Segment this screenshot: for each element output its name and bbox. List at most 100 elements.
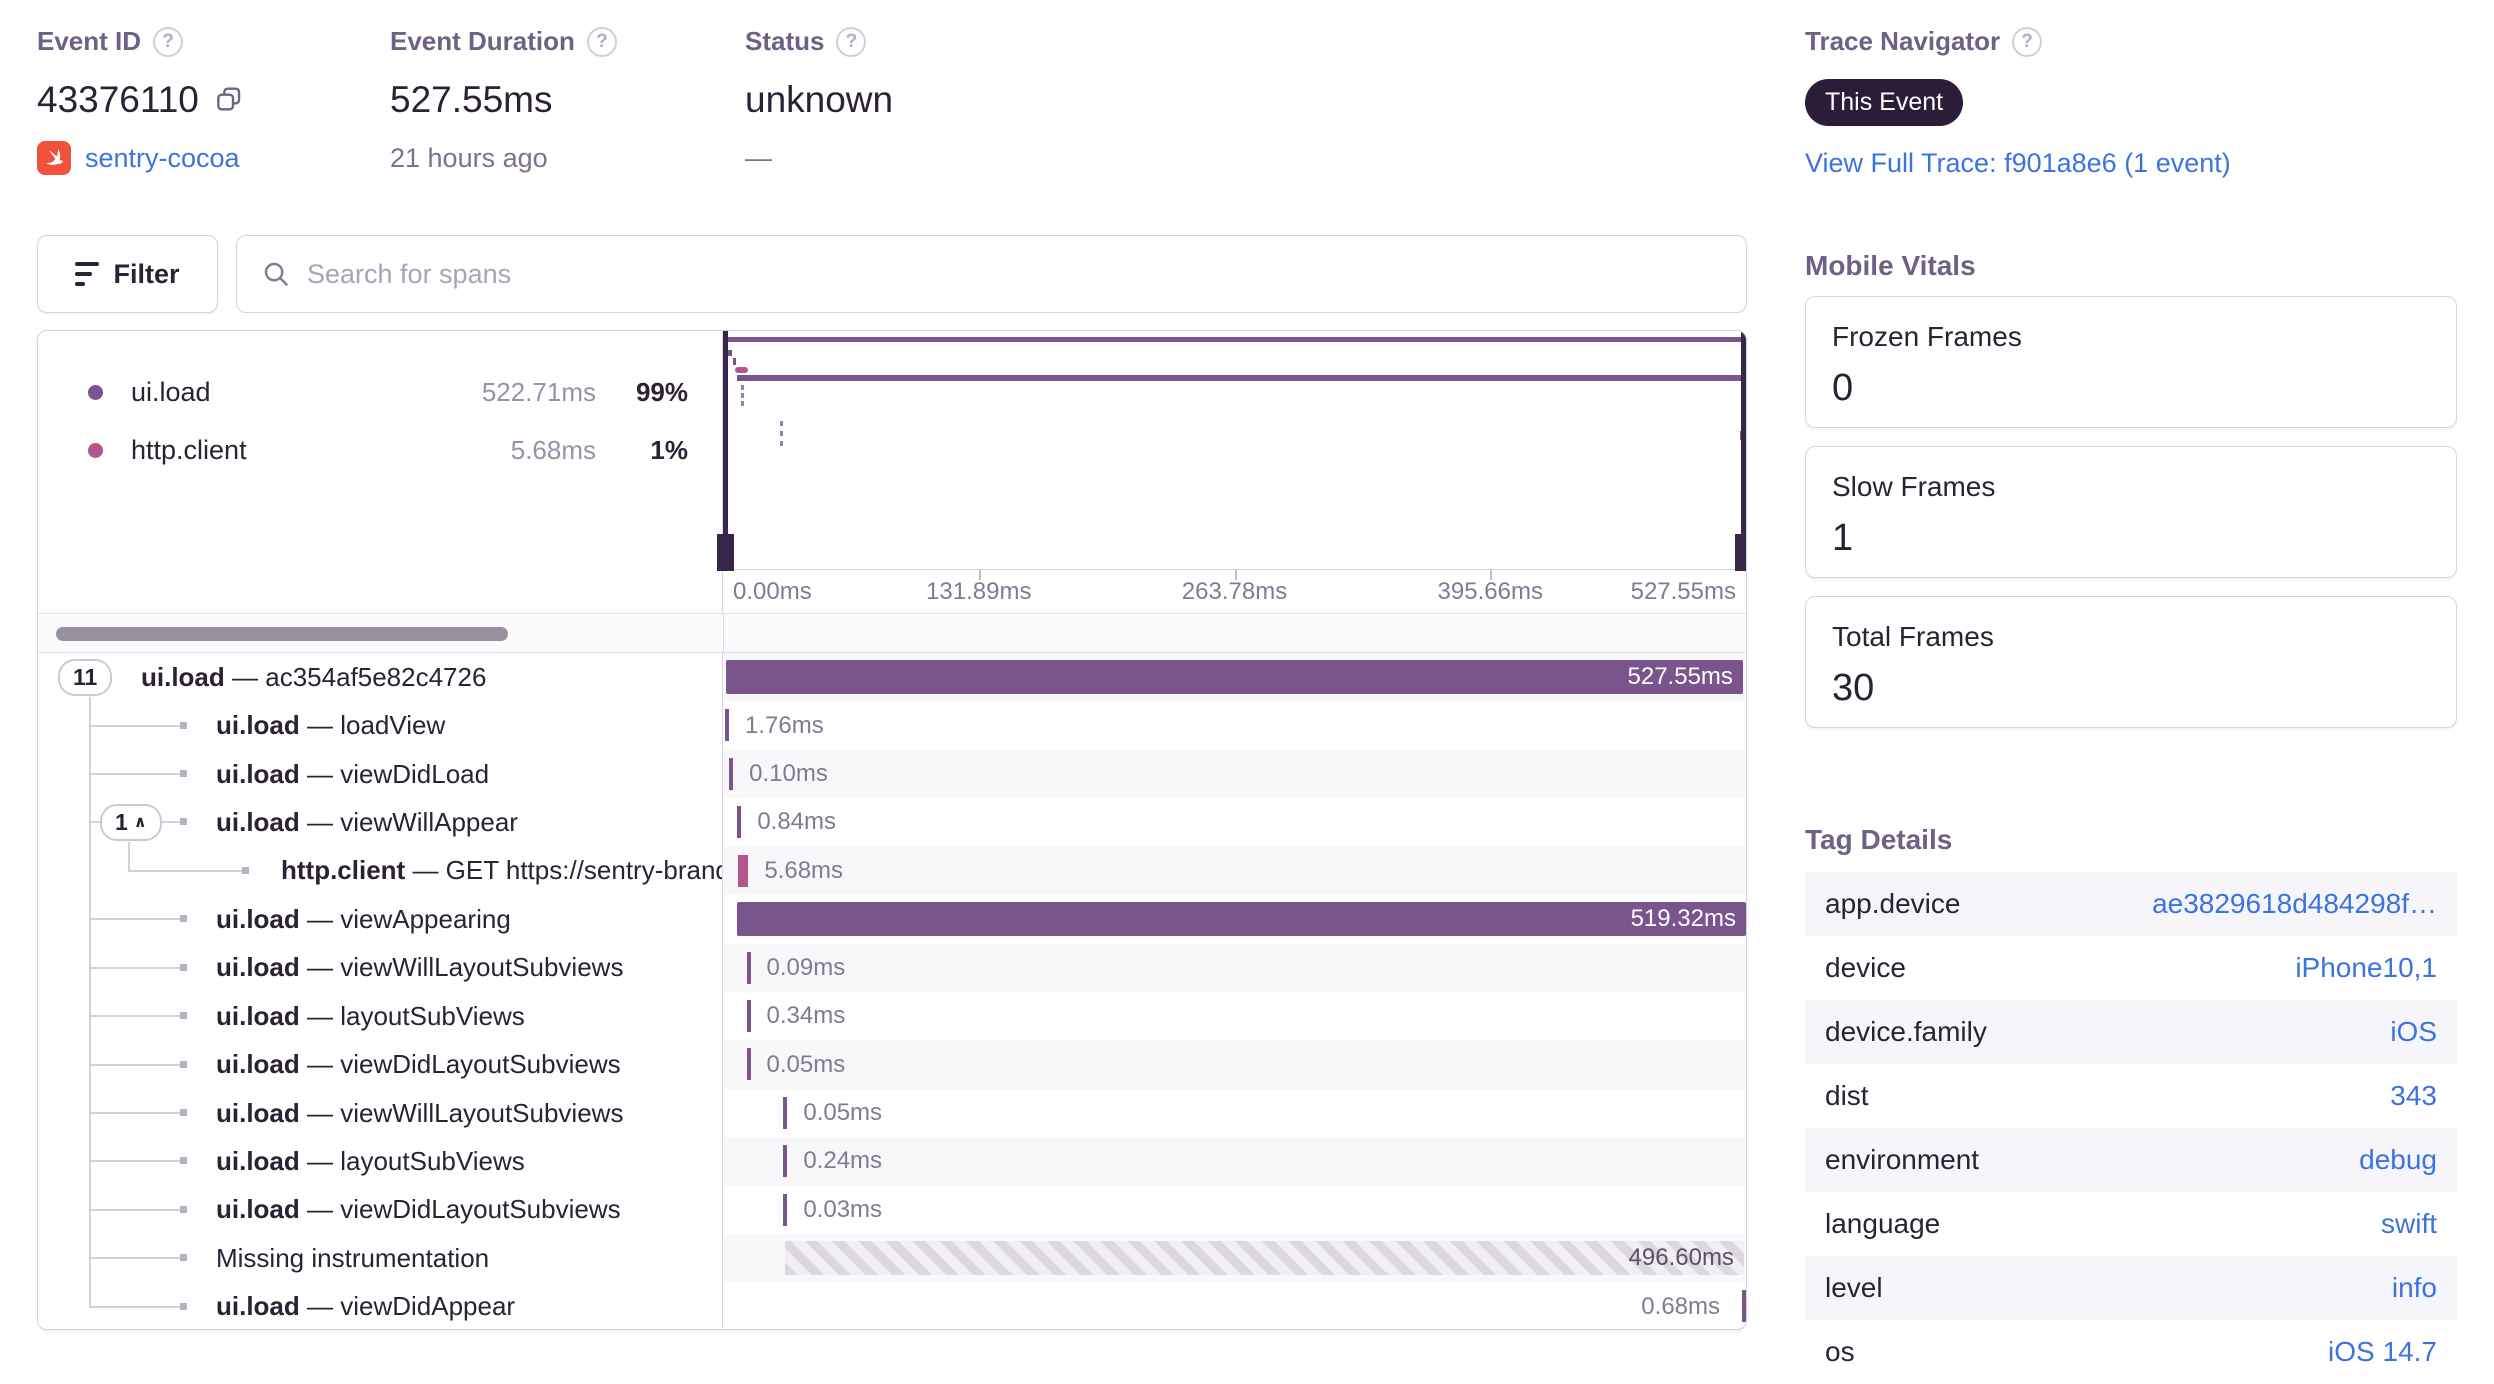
span-tree-row[interactable]: ui.load — viewAppearing <box>38 895 722 943</box>
span-title: http.client — GET https://sentry-brand.s… <box>281 855 722 886</box>
span-duration-label: 0.34ms <box>766 1002 846 1030</box>
span-tree-row[interactable]: ui.load — viewDidAppear <box>38 1282 722 1329</box>
span-bar-row[interactable]: 0.24ms <box>723 1137 1746 1186</box>
span-duration-bar[interactable]: 519.32ms <box>737 902 1746 937</box>
tree-branch-line <box>89 1205 187 1213</box>
axis-tick-label: 395.66ms <box>1437 578 1543 605</box>
tree-branch-line <box>89 1109 187 1116</box>
trace-navigator-section: Trace Navigator ? This Event View Full T… <box>1805 26 2231 179</box>
span-bar-row[interactable]: 1.76ms <box>723 701 1746 749</box>
span-title: ui.load — viewWillLayoutSubviews <box>216 1097 624 1128</box>
tag-row: language swift <box>1805 1192 2457 1256</box>
span-bar-row[interactable]: 0.09ms <box>723 943 1746 992</box>
tag-value-link[interactable]: debug <box>2359 1144 2437 1175</box>
span-bar-row[interactable]: 0.10ms <box>723 749 1746 799</box>
help-icon[interactable]: ? <box>836 26 867 57</box>
event-id-label: Event ID <box>37 26 142 56</box>
span-duration-label: 496.60ms <box>1628 1244 1734 1272</box>
span-duration-label: 519.32ms <box>1630 905 1736 933</box>
span-bar-row[interactable]: 0.34ms <box>723 992 1746 1040</box>
span-bar-row[interactable]: 0.05ms <box>723 1089 1746 1137</box>
minimap-span-dash <box>780 421 783 426</box>
filter-icon <box>75 262 100 286</box>
span-tree-row[interactable]: ui.load — layoutSubViews <box>38 992 722 1040</box>
span-duration-tick <box>725 709 730 742</box>
span-bar-row[interactable]: 0.68ms <box>723 1282 1746 1329</box>
span-title: ui.load — viewWillLayoutSubviews <box>216 952 624 983</box>
tree-branch-line <box>128 866 249 874</box>
minimap-right-handle[interactable] <box>1741 331 1746 569</box>
span-tree-row[interactable]: ui.load — viewWillLayoutSubviews <box>38 944 722 992</box>
tag-key: level <box>1825 1272 1883 1303</box>
span-bar-row[interactable]: 527.55ms <box>723 653 1746 702</box>
status-label: Status <box>745 26 825 56</box>
span-tree-row[interactable]: ui.load — viewDidLayoutSubviews <box>38 1186 722 1234</box>
span-tree-row[interactable]: 11 ui.load — ac354af5e82c4726 <box>38 653 722 701</box>
op-duration: 5.68ms <box>510 434 596 465</box>
tag-value-link[interactable]: iOS <box>2390 1016 2437 1047</box>
filter-button[interactable]: Filter <box>37 235 218 313</box>
minimap-left-handle[interactable] <box>723 331 728 569</box>
span-title: ui.load — viewDidLayoutSubviews <box>216 1194 621 1225</box>
span-tree-row[interactable]: Missing instrumentation <box>38 1234 722 1282</box>
tree-branch-line <box>89 1254 187 1262</box>
span-children-count-badge[interactable]: 11 <box>58 658 113 696</box>
span-duration-bar[interactable]: 527.55ms <box>726 660 1743 694</box>
span-duration-tick <box>783 1145 788 1178</box>
minimap-right-handle-grip[interactable] <box>1735 534 1746 571</box>
missing-instrumentation-bar[interactable]: 496.60ms <box>785 1241 1744 1276</box>
this-event-badge: This Event <box>1805 79 1964 126</box>
tag-row: os iOS 14.7 <box>1805 1320 2457 1384</box>
tree-branch-line <box>89 1157 187 1165</box>
tag-value-link[interactable]: ae3829618d484298f… <box>2152 888 2437 919</box>
help-icon[interactable]: ? <box>2012 26 2043 57</box>
copy-icon[interactable] <box>213 84 245 116</box>
help-icon[interactable]: ? <box>586 26 617 57</box>
horizontal-scrollbar <box>38 613 1746 653</box>
chevron-up-icon: ∧ <box>133 811 147 831</box>
help-icon[interactable]: ? <box>153 26 184 57</box>
span-bar-row[interactable]: 496.60ms <box>723 1234 1746 1283</box>
trace-minimap[interactable] <box>717 331 1746 571</box>
span-tree-row[interactable]: http.client — GET https://sentry-brand.s… <box>38 847 722 895</box>
tree-branch-line <box>89 1302 187 1310</box>
op-color-dot <box>88 442 103 458</box>
event-time-ago: 21 hours ago <box>390 143 548 173</box>
view-full-trace-link[interactable]: View Full Trace: f901a8e6 (1 event) <box>1805 148 2231 178</box>
span-tree-row[interactable]: ui.load — viewDidLoad <box>38 750 722 798</box>
span-bar-row[interactable]: 0.84ms <box>723 798 1746 846</box>
minimap-left-handle-grip[interactable] <box>717 534 734 571</box>
span-tree-row[interactable]: ui.load — viewWillLayoutSubviews <box>38 1089 722 1137</box>
filter-button-label: Filter <box>113 258 180 289</box>
tag-value-link[interactable]: iOS 14.7 <box>2328 1336 2437 1367</box>
tree-trunk-line <box>128 842 130 871</box>
tag-row: app.device ae3829618d484298f… <box>1805 872 2457 936</box>
minimap-span-dash <box>741 401 744 406</box>
span-duration-label: 527.55ms <box>1627 663 1733 690</box>
vitals-card-value: 0 <box>1832 367 1854 409</box>
tag-row: environment debug <box>1805 1128 2457 1192</box>
tag-value-link[interactable]: swift <box>2381 1208 2437 1239</box>
tag-value-link[interactable]: iPhone10,1 <box>2295 952 2437 983</box>
span-bar-row[interactable]: 0.05ms <box>723 1040 1746 1089</box>
tag-value-link[interactable]: info <box>2391 1272 2437 1303</box>
span-children-count-badge[interactable]: 1 ∧ <box>100 803 162 841</box>
span-duration-tick <box>738 854 749 887</box>
span-tree-row[interactable]: 1 ∧ ui.load — viewWillAppear <box>38 798 722 846</box>
span-bar-row[interactable]: 519.32ms <box>723 895 1746 943</box>
vitals-card: Slow Frames 1 <box>1805 446 2457 578</box>
span-tree-row[interactable]: ui.load — loadView <box>38 701 722 749</box>
span-tree-row[interactable]: ui.load — viewDidLayoutSubviews <box>38 1040 722 1088</box>
project-link[interactable]: sentry-cocoa <box>85 142 240 173</box>
tag-value-link[interactable]: 343 <box>2390 1080 2437 1111</box>
op-percent: 1% <box>650 434 688 465</box>
span-tree-row[interactable]: ui.load — layoutSubViews <box>38 1137 722 1185</box>
span-bar-row[interactable]: 0.03ms <box>723 1186 1746 1234</box>
scrollbar-thumb[interactable] <box>56 627 508 641</box>
span-duration-tick <box>783 1096 788 1129</box>
tag-key: language <box>1825 1208 1941 1239</box>
span-bar-row[interactable]: 5.68ms <box>723 846 1746 896</box>
time-axis: 0.00ms 131.89ms 263.78ms 395.66ms 527.55ms <box>723 569 1746 613</box>
span-title: ui.load — ac354af5e82c4726 <box>141 661 487 692</box>
search-input[interactable] <box>307 258 1722 290</box>
